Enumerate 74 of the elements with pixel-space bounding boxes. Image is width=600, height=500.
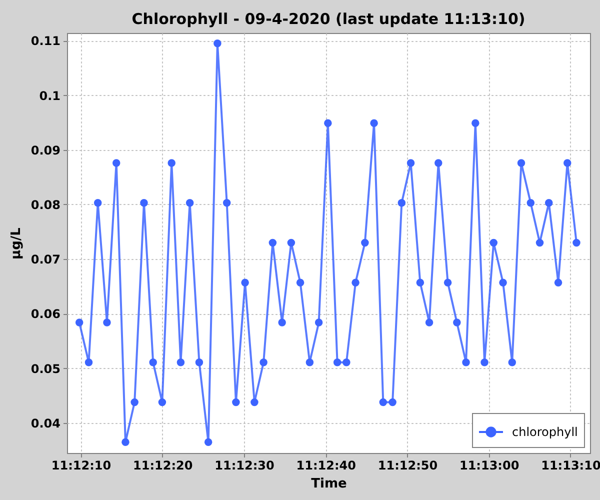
point	[526, 198, 535, 207]
point	[168, 159, 176, 167]
y-tick-label: 0.1	[39, 88, 60, 103]
point	[268, 238, 277, 247]
point	[370, 119, 378, 127]
legend-label: chlorophyll	[512, 425, 578, 439]
point	[499, 278, 507, 286]
point	[379, 398, 388, 406]
point	[204, 438, 212, 446]
point	[103, 318, 111, 326]
point	[222, 198, 231, 207]
point	[480, 358, 488, 366]
y-tick-label: 0.09	[30, 143, 60, 158]
point	[250, 398, 258, 406]
y-tick-label: 0.06	[30, 307, 60, 322]
point	[444, 278, 452, 286]
point	[176, 358, 185, 366]
point	[130, 398, 138, 406]
x-tick-label: 11:12:30	[214, 458, 274, 472]
point	[352, 278, 360, 286]
point	[544, 198, 553, 207]
point	[406, 159, 415, 167]
point	[140, 198, 148, 207]
point	[84, 358, 93, 366]
point	[508, 358, 516, 366]
x-tick-label: 11:12:20	[133, 458, 193, 472]
point	[149, 358, 157, 366]
x-tick-label: 11:13:10	[541, 458, 600, 472]
chart-title: Chlorophyll - 09-4-2020 (last update 11:13:10)	[132, 10, 526, 28]
point	[241, 278, 249, 286]
point	[333, 358, 342, 366]
point	[398, 198, 406, 207]
point	[186, 198, 194, 207]
point	[324, 119, 332, 127]
y-tick-label: 0.11	[30, 34, 60, 48]
point	[361, 238, 369, 247]
point	[425, 318, 434, 326]
point	[462, 358, 470, 366]
x-tick-label: 11:12:50	[378, 458, 438, 472]
point	[94, 198, 102, 207]
point	[388, 398, 396, 406]
y-tick-label: 0.07	[30, 252, 60, 267]
point	[572, 238, 580, 247]
x-tick-label: 11:12:10	[51, 458, 112, 472]
point	[278, 318, 286, 326]
point	[296, 278, 304, 286]
y-tick-label: 0.08	[30, 198, 60, 212]
y-tick-label: 0.04	[30, 416, 60, 430]
point	[536, 238, 544, 247]
point	[453, 318, 461, 326]
y-tick-label: 0.05	[30, 362, 60, 376]
point	[564, 159, 572, 167]
point	[122, 438, 130, 446]
point	[260, 358, 268, 366]
point	[472, 119, 480, 127]
y-axis-title: µg/L	[8, 228, 24, 260]
point	[287, 238, 296, 247]
point	[416, 278, 424, 286]
point	[195, 358, 204, 366]
point	[342, 358, 350, 366]
point	[75, 318, 84, 326]
point	[214, 40, 222, 48]
point	[232, 398, 240, 406]
point	[112, 159, 120, 167]
point	[314, 318, 323, 326]
x-tick-label: 11:13:00	[459, 458, 520, 472]
point	[517, 159, 526, 167]
point	[306, 358, 314, 366]
point	[490, 238, 498, 247]
x-axis-title: Time	[311, 476, 348, 492]
point	[554, 278, 562, 286]
x-tick-label: 11:12:40	[296, 458, 356, 472]
point	[434, 159, 442, 167]
point	[158, 398, 166, 406]
